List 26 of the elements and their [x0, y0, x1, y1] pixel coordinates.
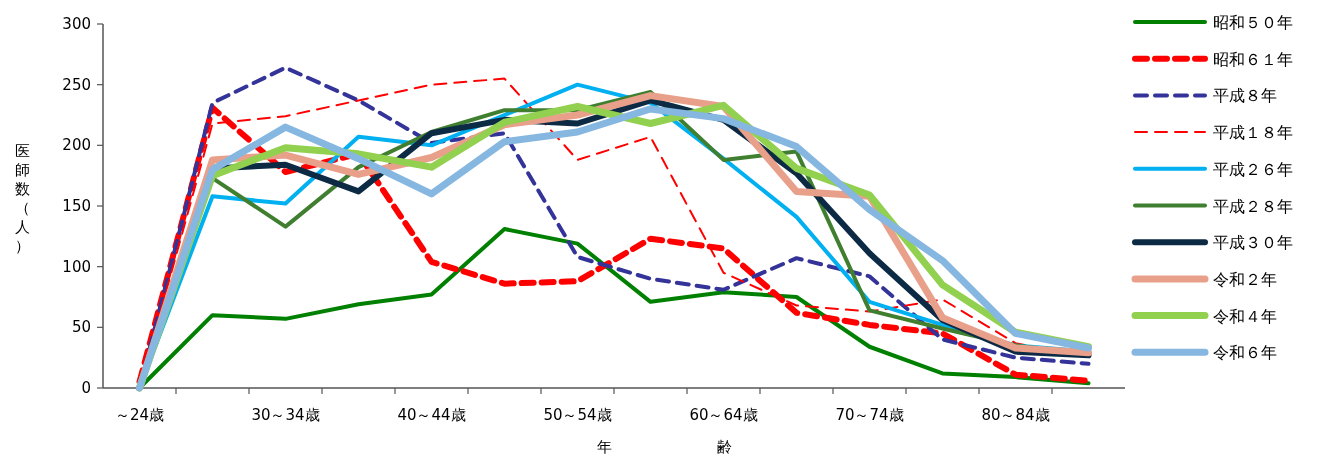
y-tick-label: 0 — [81, 379, 91, 397]
legend-label: 平成２６年 — [1213, 159, 1293, 179]
y-tick-label: 200 — [62, 136, 91, 155]
legend-label: 昭和６１年 — [1213, 49, 1293, 69]
y-tick-label: 250 — [62, 75, 91, 94]
x-axis-title: 年 齢 — [596, 438, 732, 456]
y-tick-label: 150 — [62, 197, 91, 215]
x-tick-label: 50～54歳 — [543, 406, 612, 424]
y-tick-label: 50 — [71, 318, 91, 337]
legend-label: 平成２８年 — [1213, 196, 1293, 216]
legend-label: 平成３０年 — [1213, 233, 1293, 253]
legend-label: 令和４年 — [1213, 306, 1277, 326]
legend-label: 令和６年 — [1213, 343, 1277, 363]
y-tick-label: 100 — [62, 257, 91, 276]
legend-label: 平成１８年 — [1213, 123, 1293, 143]
x-tick-label: 70～74歳 — [835, 406, 904, 424]
y-tick-label: 300 — [62, 15, 91, 33]
x-tick-label: 80～84歳 — [981, 406, 1050, 424]
legend-label: 令和２年 — [1213, 269, 1277, 289]
x-tick-label: 30～34歳 — [251, 406, 320, 424]
x-tick-label: 40～44歳 — [397, 406, 466, 424]
x-tick-label: ～24歳 — [114, 406, 165, 424]
legend-label: 平成８年 — [1213, 86, 1277, 106]
legend-label: 昭和５０年 — [1213, 13, 1293, 32]
x-tick-label: 60～64歳 — [689, 406, 758, 424]
y-axis-title: 医師数（人） — [14, 142, 30, 255]
